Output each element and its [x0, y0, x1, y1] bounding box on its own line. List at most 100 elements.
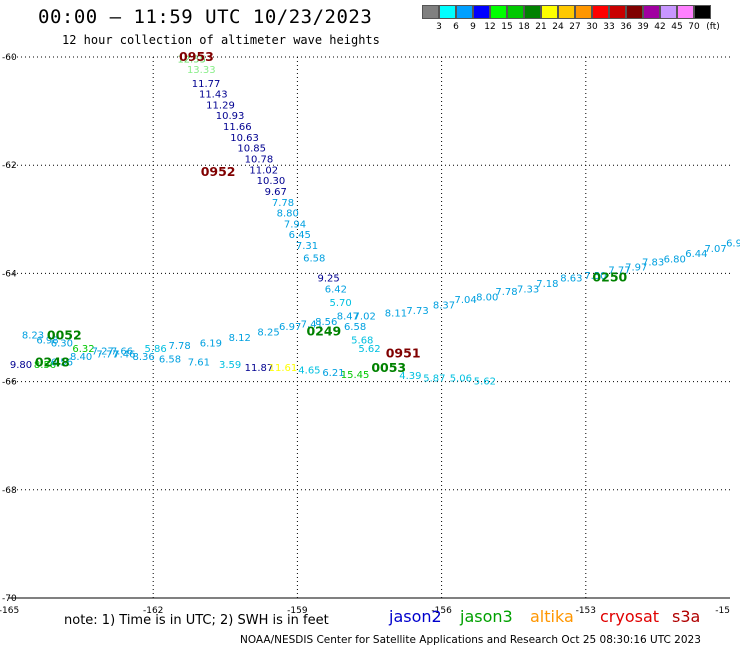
- wave-height-value: 10.30: [257, 176, 286, 187]
- lat-tick-label: -66: [2, 378, 17, 388]
- lat-tick-label: -68: [2, 486, 17, 496]
- page-subtitle: 12 hour collection of altimeter wave hei…: [62, 33, 380, 47]
- legend-swatch: [643, 5, 660, 19]
- wave-height-value: 7.27: [92, 347, 114, 358]
- legend-swatch: [626, 5, 643, 19]
- legend-swatch: [609, 5, 626, 19]
- credit-line: NOAA/NESDIS Center for Satellite Applica…: [240, 634, 701, 646]
- lat-tick-label: -62: [2, 161, 17, 171]
- legend-label: (ft): [706, 22, 720, 32]
- legend-label: 27: [569, 22, 581, 32]
- wave-height-value: 5.68: [351, 336, 373, 347]
- map-grid: [9, 56, 730, 598]
- wave-height-value: 6.58: [303, 253, 325, 264]
- color-scale-legend: [422, 5, 711, 19]
- wave-height-value: 6.32: [72, 344, 94, 355]
- wave-height-value: 7.78: [169, 341, 191, 352]
- wave-height-value: 8.25: [257, 328, 279, 339]
- wave-height-value: 6.97: [279, 322, 301, 333]
- wave-height-value: 7.83: [642, 257, 664, 268]
- wave-height-value: 7.31: [296, 241, 318, 252]
- wave-height-value: 7.18: [536, 279, 558, 290]
- page-title: 00:00 – 11:59 UTC 10/23/2023: [38, 6, 373, 28]
- wave-height-value: 5.62: [474, 376, 496, 387]
- legend-label: 24: [552, 22, 564, 32]
- wave-height-value: 6.58: [344, 322, 366, 333]
- wave-height-value: 4.39: [399, 371, 421, 382]
- legend-label: 6: [453, 22, 459, 32]
- lon-tick-label: -159: [287, 606, 308, 616]
- wave-height-value: 7.61: [188, 357, 210, 368]
- time-marker: 0250: [592, 270, 627, 285]
- wave-height-value: 7.07: [704, 244, 726, 255]
- wave-height-value: 11.77: [192, 79, 221, 90]
- wave-height-value: 11.43: [199, 90, 228, 101]
- wave-height-value: 11.61: [269, 363, 298, 374]
- wave-height-value: 7.50: [584, 271, 606, 282]
- legend-swatch: [558, 5, 575, 19]
- wave-height-value: 6.56: [51, 357, 73, 368]
- lon-tick-label: -15: [715, 606, 730, 616]
- legend-swatch: [473, 5, 490, 19]
- wave-height-value: 8.40: [70, 352, 92, 363]
- wave-height-value: 7.97: [625, 263, 647, 274]
- wave-height-value: 10.85: [237, 144, 266, 155]
- satellite-jason3-label: jason3: [460, 607, 513, 626]
- wave-height-value: 7.46: [113, 349, 135, 360]
- wave-height-value: 6.42: [325, 284, 347, 295]
- legend-label: 33: [603, 22, 615, 32]
- wave-height-value: 8.11: [385, 309, 407, 320]
- wave-height-value: 7.66: [111, 347, 133, 358]
- lat-tick-label: -70: [2, 594, 17, 604]
- wave-height-value: 8.80: [277, 209, 299, 220]
- wave-height-value: 10.93: [216, 111, 245, 122]
- legend-label: 9: [470, 22, 476, 32]
- legend-label: 39: [637, 22, 649, 32]
- wave-height-value: 7.33: [517, 284, 539, 295]
- lon-tick-label: -162: [143, 606, 163, 616]
- time-marker: 0248: [35, 354, 70, 369]
- wave-height-value: 6.80: [664, 255, 686, 266]
- legend-label: 36: [620, 22, 632, 32]
- wave-height-value: 6.45: [289, 230, 311, 241]
- time-marker: 0053: [371, 360, 406, 375]
- legend-swatch: [456, 5, 473, 19]
- satellite-cryosat-label: cryosat: [600, 607, 660, 626]
- lon-tick-label: -153: [576, 606, 596, 616]
- wave-height-value: 5.06: [450, 374, 472, 385]
- footnote: note: 1) Time is in UTC; 2) SWH is in fe…: [64, 613, 329, 628]
- legend-swatch: [694, 5, 711, 19]
- legend-swatch: [660, 5, 677, 19]
- wave-height-value: 8.47: [337, 311, 359, 322]
- wave-height-value: 8.12: [229, 333, 251, 344]
- legend-label: 42: [654, 22, 666, 32]
- wave-height-value: 6.30: [51, 338, 73, 349]
- lat-tick-label: -64: [2, 269, 17, 279]
- legend-swatch: [541, 5, 558, 19]
- legend-swatch: [439, 5, 456, 19]
- wave-height-value: 6.44: [685, 249, 707, 260]
- legend-label: 12: [484, 22, 496, 32]
- lon-tick-label: -156: [431, 606, 452, 616]
- legend-swatch: [490, 5, 507, 19]
- legend-swatch: [592, 5, 609, 19]
- wave-height-value: 10.63: [230, 133, 259, 144]
- wave-height-value: 7.94: [284, 219, 306, 230]
- wave-height-value: 6.21: [322, 368, 344, 379]
- wave-height-value: 6.98: [36, 336, 58, 347]
- legend-swatch: [677, 5, 694, 19]
- wave-height-value: 5.86: [144, 344, 166, 355]
- wave-height-value: 11.02: [249, 165, 278, 176]
- map-axes: -60 -62 -64 -66 -68 -70 -165 -162 -159 -156 -153 -1…: [0, 53, 730, 616]
- wave-height-value: 8.63: [560, 274, 582, 285]
- time-marker: 0951: [386, 345, 421, 360]
- wave-height-value: 3.59: [219, 360, 241, 371]
- wave-height-value: 9.67: [265, 187, 287, 198]
- wave-height-value: 8.23: [22, 330, 44, 341]
- legend-label: 45: [671, 22, 683, 32]
- time-marker: 0953: [179, 49, 214, 64]
- legend-swatch: [575, 5, 592, 19]
